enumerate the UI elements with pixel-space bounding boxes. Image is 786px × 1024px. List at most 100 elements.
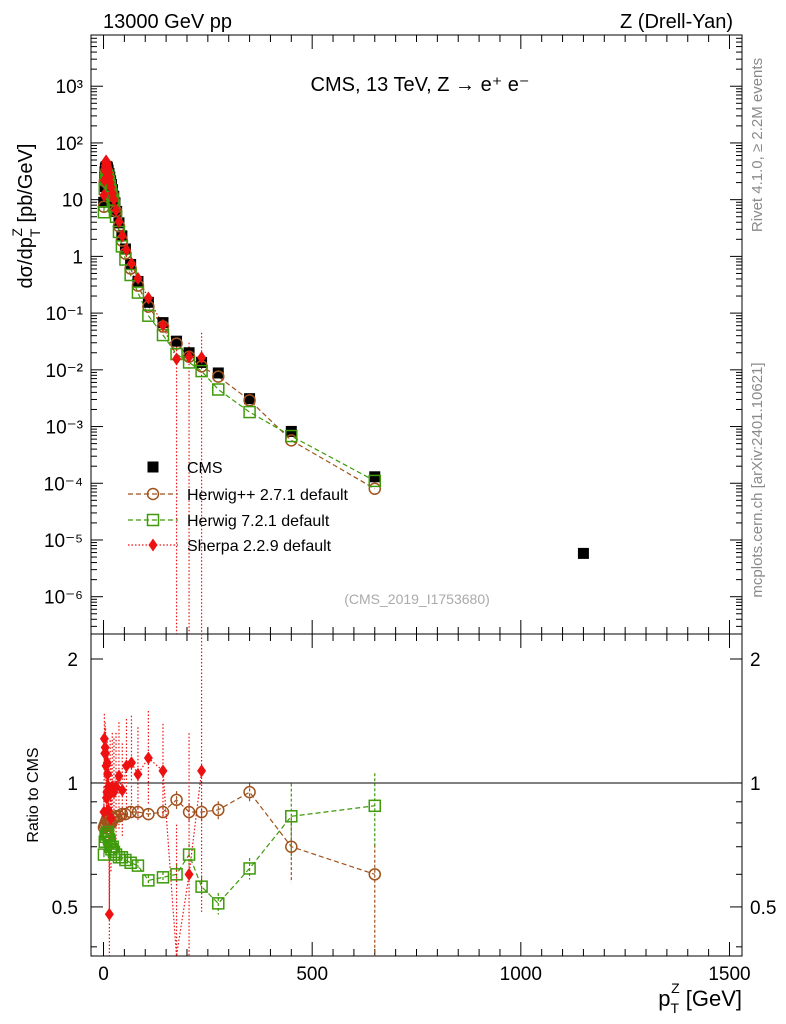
herwig7-point: [368, 474, 382, 488]
sherpa-ratio-point: [104, 907, 114, 921]
legend-marker: [146, 513, 160, 527]
sherpa-ratio-point: [117, 783, 127, 797]
herwigpp-ratio-point: [170, 793, 183, 807]
sherpa-point: [111, 203, 121, 217]
x-tick-label: 0: [98, 964, 109, 985]
ratio-series-points: [97, 732, 382, 921]
sherpa-point: [109, 193, 119, 207]
herwig7-ratio-point: [124, 856, 137, 870]
cms-point: [98, 196, 110, 208]
herwig7-ratio-line: [103, 805, 375, 905]
cms-point: [244, 393, 256, 405]
ratio-tick-label: 0.5: [52, 898, 78, 919]
sherpa-ratio-point: [197, 764, 207, 778]
cms-point: [171, 335, 183, 347]
herwig7-point: [142, 309, 155, 322]
herwig7-point: [285, 429, 298, 443]
herwigpp-ratio-line: [103, 791, 375, 875]
sherpa-ratio-point: [121, 759, 131, 773]
source-label: mcplots.cern.ch [arXiv:2401.10621]: [749, 362, 766, 597]
legend-label: Herwig 7.2.1 default: [187, 513, 330, 530]
sherpa-point: [143, 291, 153, 305]
ratio-tick-label: 2: [67, 650, 78, 671]
herwig7-ratio-point: [142, 874, 155, 887]
herwig7-point: [243, 405, 256, 419]
cms-point: [285, 425, 297, 437]
herwig7-ratio-point: [170, 868, 183, 881]
herwigpp-ratio-point: [195, 805, 208, 819]
herwigpp-ratio-point: [115, 807, 129, 821]
legend-marker: [147, 461, 159, 473]
herwig7-ratio-point: [212, 897, 225, 910]
y-tick-label: 10³: [56, 77, 83, 98]
sherpa-ratio-point: [101, 746, 111, 760]
ratio-tick-label-right: 0.5: [750, 898, 776, 919]
sherpa-point: [158, 318, 168, 332]
herwig7-line: [103, 175, 376, 482]
sherpa-point: [121, 243, 131, 257]
y-tick-label: 1: [72, 247, 83, 268]
top-series-lines: [103, 159, 376, 634]
sherpa-point: [114, 215, 124, 229]
ratio-panel-ticks: [91, 634, 742, 956]
analysis-id: (CMS_2019_I1753680): [344, 591, 490, 607]
y-tick-label: 10⁻³: [46, 418, 84, 439]
herwigpp-ratio-point: [182, 805, 196, 819]
sherpa-ratio-point: [114, 769, 124, 783]
sherpa-point: [172, 352, 182, 366]
y-tick-label: 10⁻⁶: [44, 588, 83, 609]
ratio-tick-label-right: 1: [750, 774, 761, 795]
herwig7-point: [212, 383, 225, 396]
herwig7-ratio-point: [102, 832, 116, 846]
herwig7-ratio-point: [182, 848, 196, 861]
rivet-label: Rivet 4.1.0, ≥ 2.2M events: [749, 58, 766, 232]
top-panel-tick-labels: 10⁻⁶ 10⁻⁵ 10⁻⁴ 10⁻³ 10⁻² 10⁻¹ 1 10 10² 10³: [44, 77, 83, 608]
herwig7-ratio-point: [156, 871, 170, 884]
sherpa-point: [184, 350, 194, 364]
sherpa-ratio-point: [184, 867, 194, 881]
x-tick-label: 1000: [500, 964, 542, 985]
sherpa-point: [197, 350, 207, 364]
y-tick-label: 10⁻²: [46, 361, 84, 382]
ratio-series-lines: [103, 634, 376, 957]
legend-label: Sherpa 2.2.9 default: [187, 538, 332, 555]
ratio-y-axis-label: Ratio to CMS: [25, 747, 42, 842]
sherpa-ratio-point: [103, 767, 113, 781]
x-tick-label: 500: [296, 964, 328, 985]
cms-point: [212, 367, 224, 379]
y-tick-label: 10⁻¹: [46, 304, 84, 325]
sherpa-line: [103, 159, 202, 360]
herwig7-ratio-point: [131, 859, 145, 872]
herwigpp-ratio-point: [124, 805, 137, 819]
sherpa-ratio-point: [126, 756, 136, 770]
herwigpp-ratio-point: [212, 803, 225, 817]
sherpa-point: [133, 271, 143, 285]
herwig7-point: [131, 286, 145, 299]
herwig7-ratio-point: [243, 862, 256, 875]
ratio-panel-frame: [90, 633, 743, 957]
herwigpp-line: [103, 169, 376, 490]
sherpa-ratio-point: [158, 764, 168, 778]
sherpa-ratio-point: [106, 811, 116, 825]
sherpa-ratio-point: [99, 732, 109, 746]
x-tick-labels: 0 500 1000 1500: [98, 964, 750, 985]
sherpa-ratio-point: [143, 751, 153, 765]
top-panel-ticks: [91, 34, 742, 634]
y-tick-label: 10⁻⁵: [44, 531, 83, 552]
legend-label: CMS: [187, 460, 223, 477]
ratio-tick-label-right: 2: [750, 650, 761, 671]
herwigpp-point: [212, 370, 225, 383]
top-y-axis-label: dσ/dpTZ [pb/GeV]: [9, 144, 43, 289]
cms-point: [369, 471, 381, 483]
top-series-points: [97, 154, 589, 559]
y-tick-label: 10⁻⁴: [44, 474, 83, 495]
x-tick-label: 1500: [708, 964, 750, 985]
ratio-panel-tick-labels: 0.5 0.5 1 1 2 2: [52, 650, 777, 919]
ratio-tick-label: 1: [67, 774, 78, 795]
herwig7-ratio-point: [368, 799, 382, 813]
y-tick-label: 10²: [56, 134, 83, 155]
sherpa-ratio-point: [102, 756, 112, 770]
herwigpp-ratio-point: [156, 805, 170, 819]
sherpa-ratio-point: [133, 767, 143, 781]
